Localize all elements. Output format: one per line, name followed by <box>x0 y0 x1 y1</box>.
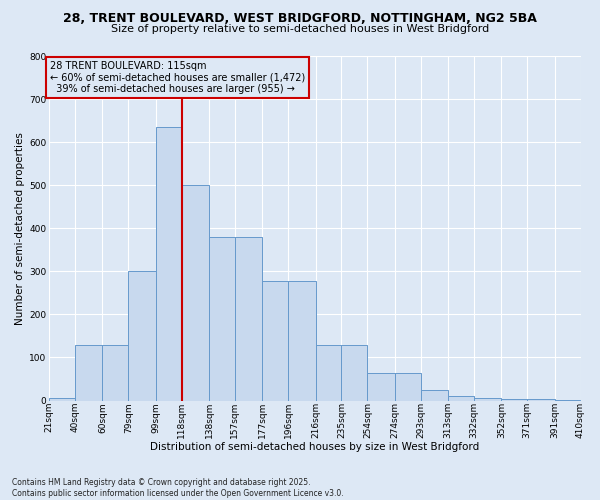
Bar <box>128 272 156 400</box>
Bar <box>474 398 501 400</box>
Bar <box>448 396 474 400</box>
Bar <box>395 372 421 400</box>
Text: Size of property relative to semi-detached houses in West Bridgford: Size of property relative to semi-detach… <box>111 24 489 34</box>
Text: Contains HM Land Registry data © Crown copyright and database right 2025.
Contai: Contains HM Land Registry data © Crown c… <box>12 478 344 498</box>
Bar <box>156 127 182 400</box>
Bar <box>49 398 75 400</box>
Y-axis label: Number of semi-detached properties: Number of semi-detached properties <box>15 132 25 324</box>
Bar <box>341 344 367 401</box>
X-axis label: Distribution of semi-detached houses by size in West Bridgford: Distribution of semi-detached houses by … <box>150 442 479 452</box>
Bar <box>103 346 128 401</box>
Bar <box>262 281 288 400</box>
Bar <box>75 346 103 401</box>
Bar <box>421 390 448 400</box>
Bar <box>316 344 341 401</box>
Text: 28, TRENT BOULEVARD, WEST BRIDGFORD, NOTTINGHAM, NG2 5BA: 28, TRENT BOULEVARD, WEST BRIDGFORD, NOT… <box>63 12 537 26</box>
Text: 28 TRENT BOULEVARD: 115sqm
← 60% of semi-detached houses are smaller (1,472)
  3: 28 TRENT BOULEVARD: 115sqm ← 60% of semi… <box>50 61 305 94</box>
Bar <box>235 237 262 400</box>
Bar <box>209 237 235 400</box>
Bar <box>182 185 209 400</box>
Bar <box>288 281 316 400</box>
Bar <box>367 372 395 400</box>
